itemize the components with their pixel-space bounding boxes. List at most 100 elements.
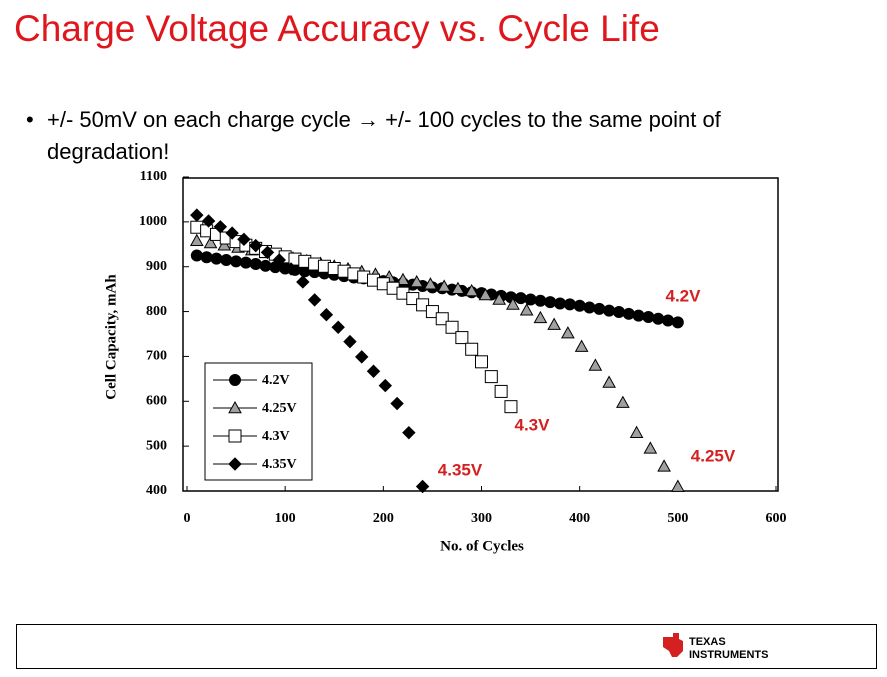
legend-label: 4.25V bbox=[262, 401, 297, 416]
marker-triangle bbox=[478, 287, 493, 301]
marker-circle bbox=[573, 299, 586, 312]
marker-diamond bbox=[284, 262, 298, 276]
marker-triangle bbox=[396, 272, 410, 286]
x-tick-label: 600 bbox=[766, 511, 787, 526]
marker-square bbox=[445, 320, 459, 334]
marker-circle bbox=[239, 256, 252, 269]
marker-circle bbox=[632, 309, 645, 322]
marker-circle bbox=[563, 298, 576, 311]
legend-label: 4.2V bbox=[262, 373, 290, 388]
marker-triangle bbox=[629, 425, 644, 438]
marker-square bbox=[425, 305, 439, 319]
marker-triangle bbox=[492, 292, 507, 305]
footer: Texas Instruments bbox=[16, 624, 877, 669]
marker-triangle bbox=[519, 303, 534, 316]
marker-triangle bbox=[547, 317, 561, 330]
x-axis-label: No. of Cycles bbox=[440, 538, 524, 554]
marker-circle bbox=[652, 312, 665, 325]
marker-triangle bbox=[561, 326, 575, 339]
marker-triangle bbox=[189, 233, 204, 246]
marker-diamond bbox=[228, 457, 242, 471]
marker-diamond bbox=[378, 378, 393, 393]
marker-diamond bbox=[331, 320, 345, 334]
marker-diamond bbox=[225, 226, 239, 240]
legend-box bbox=[204, 362, 313, 481]
marker-square bbox=[494, 384, 508, 398]
marker-triangle bbox=[203, 235, 218, 249]
marker-triangle bbox=[616, 395, 630, 408]
marker-triangle bbox=[533, 310, 548, 324]
y-tick-label: 700 bbox=[146, 349, 167, 364]
annotation: 4.3V bbox=[515, 415, 551, 434]
marker-circle bbox=[190, 249, 203, 262]
marker-circle bbox=[662, 314, 675, 327]
x-tick-label: 400 bbox=[569, 511, 590, 526]
marker-diamond bbox=[307, 293, 322, 307]
marker-circle bbox=[544, 296, 557, 309]
x-tick-label: 500 bbox=[667, 511, 688, 526]
y-tick-label: 600 bbox=[146, 394, 167, 409]
bullet-dot: • bbox=[26, 107, 34, 132]
marker-diamond bbox=[343, 334, 357, 349]
x-tick-label: 100 bbox=[275, 511, 296, 526]
marker-square bbox=[228, 429, 242, 443]
marker-square bbox=[475, 355, 488, 369]
marker-triangle bbox=[602, 375, 616, 388]
logo-line1: Texas bbox=[689, 636, 726, 648]
marker-circle bbox=[534, 294, 547, 307]
marker-diamond bbox=[366, 364, 381, 378]
marker-triangle bbox=[506, 297, 520, 310]
marker-circle bbox=[603, 304, 616, 317]
marker-triangle bbox=[643, 441, 658, 454]
marker-circle bbox=[220, 253, 233, 266]
y-tick-label: 800 bbox=[146, 304, 167, 319]
marker-diamond bbox=[237, 232, 251, 247]
marker-triangle bbox=[228, 400, 242, 414]
marker-diamond bbox=[272, 253, 286, 267]
marker-triangle bbox=[657, 459, 671, 472]
marker-circle bbox=[593, 302, 606, 315]
marker-square bbox=[455, 331, 469, 345]
marker-triangle bbox=[670, 479, 685, 492]
marker-triangle bbox=[409, 274, 424, 288]
bullet-text: +/- 50mV on each charge cycle → +/- 100 … bbox=[47, 107, 721, 164]
y-axis-label: Cell Capacity, mAh bbox=[103, 274, 119, 400]
marker-triangle bbox=[437, 279, 452, 292]
marker-diamond bbox=[213, 220, 228, 234]
logo-line2: Instruments bbox=[689, 649, 768, 661]
marker-circle bbox=[524, 293, 537, 306]
marker-diamond bbox=[415, 479, 430, 494]
marker-square bbox=[504, 400, 518, 414]
marker-circle bbox=[230, 255, 243, 268]
marker-square bbox=[465, 342, 479, 356]
marker-triangle bbox=[217, 238, 232, 251]
marker-diamond bbox=[390, 396, 404, 411]
marker-circle bbox=[622, 307, 635, 320]
legend-label: 4.3V bbox=[262, 429, 290, 444]
marker-triangle bbox=[451, 281, 465, 294]
plot-frame bbox=[182, 177, 779, 492]
marker-triangle bbox=[464, 283, 479, 297]
annotation: 4.35V bbox=[438, 460, 483, 479]
marker-circle bbox=[612, 306, 625, 319]
marker-circle bbox=[210, 252, 223, 265]
y-tick-label: 1100 bbox=[140, 169, 167, 184]
marker-diamond bbox=[319, 308, 334, 322]
y-tick-label: 400 bbox=[146, 483, 167, 498]
marker-circle bbox=[200, 251, 213, 264]
annotation: 4.2V bbox=[666, 286, 702, 305]
x-tick-label: 0 bbox=[184, 511, 191, 526]
marker-triangle bbox=[588, 358, 603, 371]
legend-label: 4.35V bbox=[262, 457, 297, 472]
y-tick-label: 1000 bbox=[139, 214, 167, 229]
y-tick-label: 900 bbox=[146, 259, 167, 274]
marker-triangle bbox=[423, 277, 438, 290]
marker-circle bbox=[554, 297, 567, 310]
marker-circle bbox=[259, 259, 272, 272]
marker-circle bbox=[249, 258, 262, 271]
marker-circle bbox=[229, 374, 241, 386]
marker-diamond bbox=[260, 245, 275, 260]
slide-title: Charge Voltage Accuracy vs. Cycle Life bbox=[14, 8, 660, 49]
